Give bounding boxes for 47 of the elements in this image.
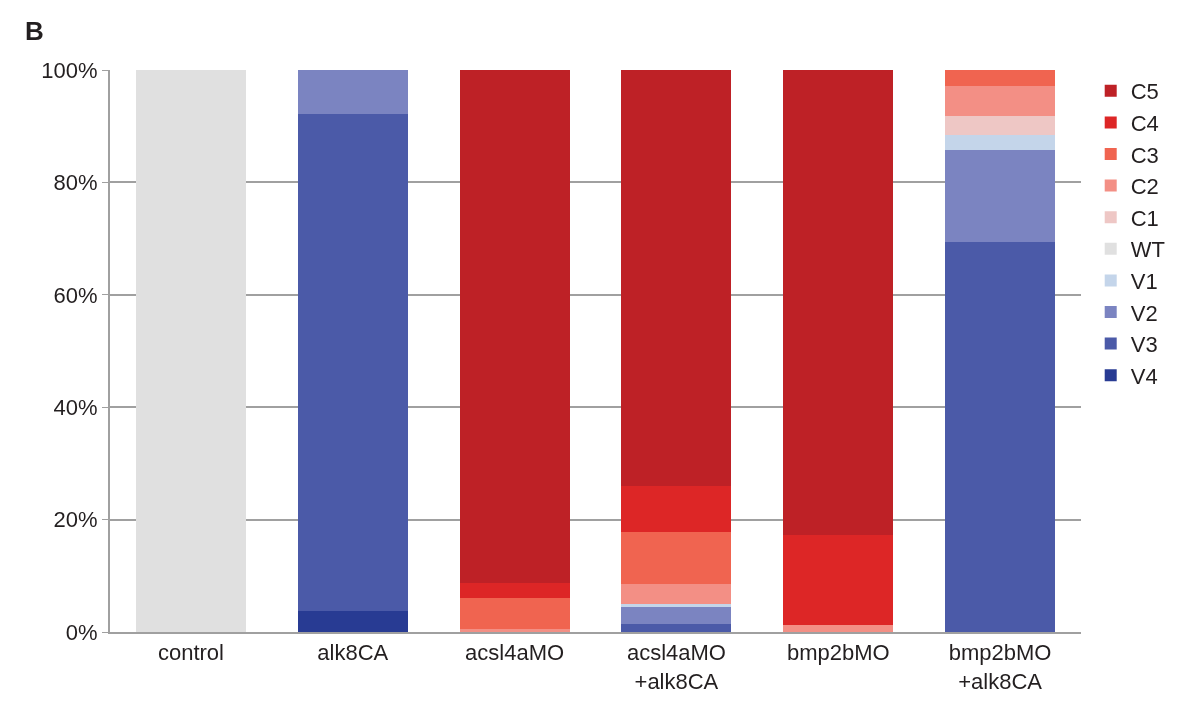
y-tick-label: 0%	[65, 619, 98, 645]
bar	[297, 113, 408, 611]
bar	[783, 624, 894, 632]
bar	[459, 70, 570, 584]
y-tick-label: 80%	[53, 170, 98, 196]
x-tick-label: acsl4aMO +alk8CA	[626, 640, 726, 694]
bar	[621, 624, 732, 632]
legend-label: V1	[1130, 268, 1158, 294]
legend-label: C5	[1130, 79, 1159, 105]
bar	[783, 535, 894, 625]
bar	[945, 85, 1056, 116]
y-tick-label: 40%	[53, 394, 98, 420]
x-tick-label: acsl4aMO	[465, 640, 565, 666]
bar	[621, 604, 732, 607]
bar	[297, 610, 408, 632]
legend-label: V4	[1130, 363, 1158, 389]
y-tick-label: 60%	[53, 282, 98, 308]
bar	[945, 70, 1056, 86]
x-tick-label: control	[157, 640, 224, 666]
y-tick-label: 100%	[41, 57, 98, 83]
x-tick-label: bmp2bMO	[786, 640, 890, 666]
legend-label: C3	[1130, 142, 1159, 168]
bar	[945, 149, 1056, 242]
bar	[945, 134, 1056, 150]
y-tick-label: 20%	[53, 507, 98, 533]
bar	[135, 70, 246, 632]
bar	[621, 531, 732, 585]
x-tick-label: alk8CA	[317, 640, 389, 666]
legend-label: C2	[1130, 174, 1159, 200]
legend-label: V3	[1130, 332, 1158, 358]
legend-label: C4	[1130, 110, 1159, 136]
legend-label: V2	[1130, 300, 1158, 326]
bar	[459, 597, 570, 630]
bar	[621, 485, 732, 532]
text: B	[25, 16, 44, 46]
legend-label: C1	[1130, 205, 1159, 231]
bar	[621, 606, 732, 625]
bar	[459, 629, 570, 632]
bar	[621, 584, 732, 605]
x-tick-label: bmp2bMO +alk8CA	[948, 640, 1052, 694]
legend-label: WT	[1130, 237, 1165, 263]
bar	[621, 70, 732, 486]
bar	[945, 115, 1056, 135]
bar	[783, 70, 894, 536]
bar	[945, 241, 1056, 632]
bar	[297, 70, 408, 114]
bar	[459, 583, 570, 598]
